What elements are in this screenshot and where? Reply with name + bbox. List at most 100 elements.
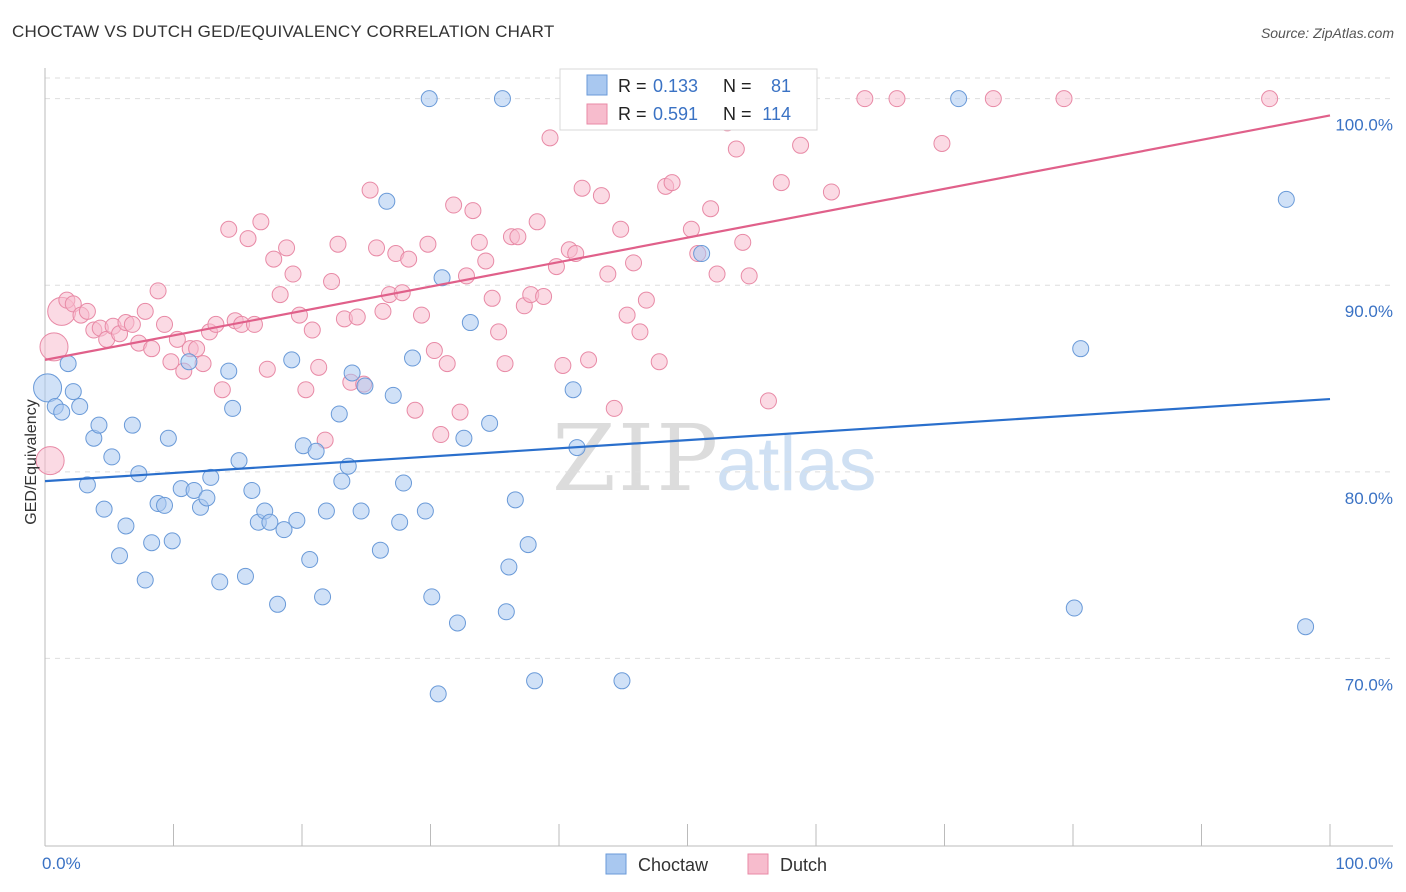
y-tick-label: 100.0% — [1335, 116, 1393, 135]
choctaw-point — [123, 416, 141, 434]
choctaw-point — [423, 588, 441, 606]
dutch-point — [984, 90, 1002, 108]
dutch-point — [631, 323, 649, 341]
dutch-point — [599, 265, 617, 283]
choctaw-point — [497, 603, 515, 621]
dutch-point — [445, 196, 463, 214]
choctaw-point — [64, 383, 82, 401]
dutch-point — [432, 426, 450, 444]
choctaw-point — [352, 502, 370, 520]
choctaw-point — [693, 245, 711, 263]
dutch-point — [143, 340, 161, 358]
dutch-point — [637, 291, 655, 309]
choctaw-point — [202, 468, 220, 486]
choctaw-point — [317, 502, 335, 520]
dutch-point — [605, 399, 623, 417]
choctaw-point — [288, 511, 306, 529]
choctaw-point — [301, 551, 319, 569]
dutch-point — [303, 321, 321, 339]
choctaw-point — [371, 541, 389, 559]
dutch-point — [374, 302, 392, 320]
dutch-point — [483, 289, 501, 307]
choctaw-point — [78, 476, 96, 494]
choctaw-point — [384, 386, 402, 404]
dutch-point — [207, 315, 225, 333]
dutch-point — [136, 302, 154, 320]
dutch-point — [528, 213, 546, 231]
dutch-point — [477, 252, 495, 270]
choctaw-point — [103, 448, 121, 466]
choctaw-point — [283, 351, 301, 369]
choctaw-point — [314, 588, 332, 606]
choctaw-point — [420, 90, 438, 108]
choctaw-point — [95, 500, 113, 518]
dutch-point — [149, 282, 167, 300]
x-tick-label-max: 100.0% — [1335, 854, 1393, 873]
dutch-point — [368, 239, 386, 257]
choctaw-point — [117, 517, 135, 535]
dutch-point — [541, 129, 559, 147]
choctaw-point — [404, 349, 422, 367]
choctaw-point — [198, 489, 216, 507]
choctaw-trend-line — [44, 397, 1331, 483]
dutch-point — [400, 250, 418, 268]
dutch-point — [888, 90, 906, 108]
dutch-point — [792, 136, 810, 154]
choctaw-point — [159, 429, 177, 447]
legend-n-label-dutch: N = — [723, 104, 757, 124]
dutch-point — [933, 134, 951, 152]
choctaw-point — [275, 521, 293, 539]
choctaw-point — [33, 373, 63, 403]
dutch-point — [554, 356, 572, 374]
watermark-atlas: atlas — [716, 422, 877, 507]
dutch-point — [348, 308, 366, 326]
dutch-point — [592, 187, 610, 205]
bottom-legend-label-dutch: Dutch — [780, 855, 827, 875]
choctaw-point — [493, 90, 511, 108]
choctaw-point — [613, 672, 631, 690]
choctaw-point — [356, 377, 374, 395]
dutch-point — [361, 181, 379, 199]
dutch-point — [252, 213, 270, 231]
choctaw-point — [526, 672, 544, 690]
y-tick-label: 70.0% — [1345, 675, 1393, 694]
choctaw-point — [1297, 618, 1315, 636]
dutch-point — [490, 323, 508, 341]
choctaw-point — [481, 414, 499, 432]
y-axis-title: GED/Equivalency — [23, 399, 40, 524]
bottom-legend-swatch-choctaw — [605, 853, 627, 875]
dutch-point — [496, 355, 514, 373]
dutch-point — [425, 342, 443, 360]
legend-r-value-dutch: 0.591 — [653, 104, 698, 124]
choctaw-point — [391, 513, 409, 531]
choctaw-point — [448, 614, 466, 632]
choctaw-point — [220, 362, 238, 380]
choctaw-point — [211, 573, 229, 591]
watermark-zip: ZIP — [552, 405, 720, 512]
y-tick-label: 90.0% — [1345, 302, 1393, 321]
dutch-point — [618, 306, 636, 324]
dutch-point — [78, 302, 96, 320]
choctaw-point — [243, 481, 261, 499]
dutch-point — [759, 392, 777, 410]
choctaw-point — [950, 90, 968, 108]
choctaw-point — [136, 571, 154, 589]
dutch-point — [708, 265, 726, 283]
bottom-legend-label-choctaw: Choctaw — [638, 855, 709, 875]
dutch-point — [470, 233, 488, 251]
y-tick-label: 80.0% — [1345, 489, 1393, 508]
choctaw-point — [395, 474, 413, 492]
dutch-point — [213, 381, 231, 399]
dutch-point — [625, 254, 643, 272]
choctaw-points — [33, 90, 1315, 703]
legend-swatch-dutch — [586, 103, 608, 125]
dutch-point — [727, 140, 745, 158]
choctaw-point — [564, 381, 582, 399]
choctaw-point — [59, 355, 77, 373]
dutch-point — [702, 200, 720, 218]
x-tick-label-min: 0.0% — [42, 854, 81, 873]
legend-n-value-dutch: 114 — [762, 104, 791, 124]
dutch-point — [239, 230, 257, 248]
dutch-point — [188, 340, 206, 358]
